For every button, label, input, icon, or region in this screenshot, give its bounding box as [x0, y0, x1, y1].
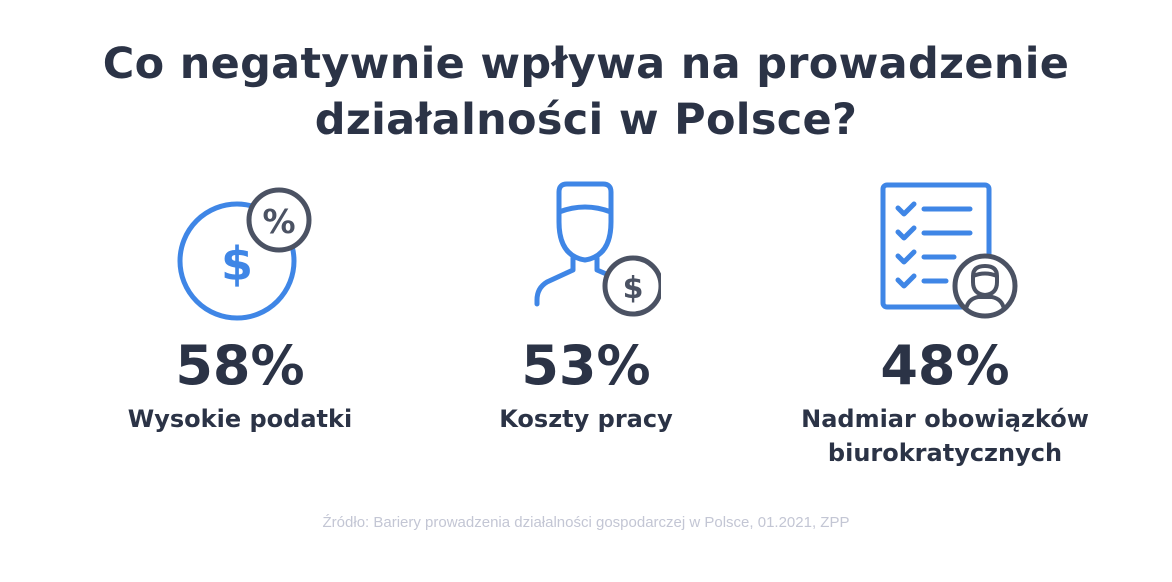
dollar-glyph: $: [623, 271, 644, 306]
stat-high-taxes: $ % 58% Wysokie podatki: [60, 178, 420, 436]
page-title: Co negatywnie wpływa na prowadzenie dzia…: [0, 36, 1172, 148]
stat-label: Koszty pracy: [499, 405, 673, 433]
taxes-dollar-percent-icon: $ %: [177, 187, 312, 321]
dollar-glyph: $: [221, 237, 253, 291]
stat-value: 58%: [175, 334, 305, 397]
title-line-2: działalności w Polsce?: [314, 95, 858, 145]
source-note: Źródło: Bariery prowadzenia działalności…: [322, 514, 850, 531]
stat-value: 53%: [521, 334, 651, 397]
stat-labor-costs: $ 53% Koszty pracy: [406, 178, 766, 436]
stat-label-line-1: Nadmiar obowiązków: [801, 405, 1089, 433]
stat-bureaucracy: 48% Nadmiar obowiązków biurokratycznych: [765, 178, 1125, 470]
percent-glyph: %: [262, 202, 295, 241]
stat-label: Wysokie podatki: [127, 405, 353, 433]
stat-label-line-2: biurokratycznych: [827, 439, 1063, 467]
title-line-1: Co negatywnie wpływa na prowadzenie: [102, 39, 1070, 89]
stat-value: 48%: [880, 334, 1010, 397]
worker-cost-icon: $: [534, 181, 661, 317]
stat-label: Nadmiar obowiązków biurokratycznych: [765, 402, 1125, 470]
bureaucracy-checklist-icon: [880, 182, 1018, 319]
